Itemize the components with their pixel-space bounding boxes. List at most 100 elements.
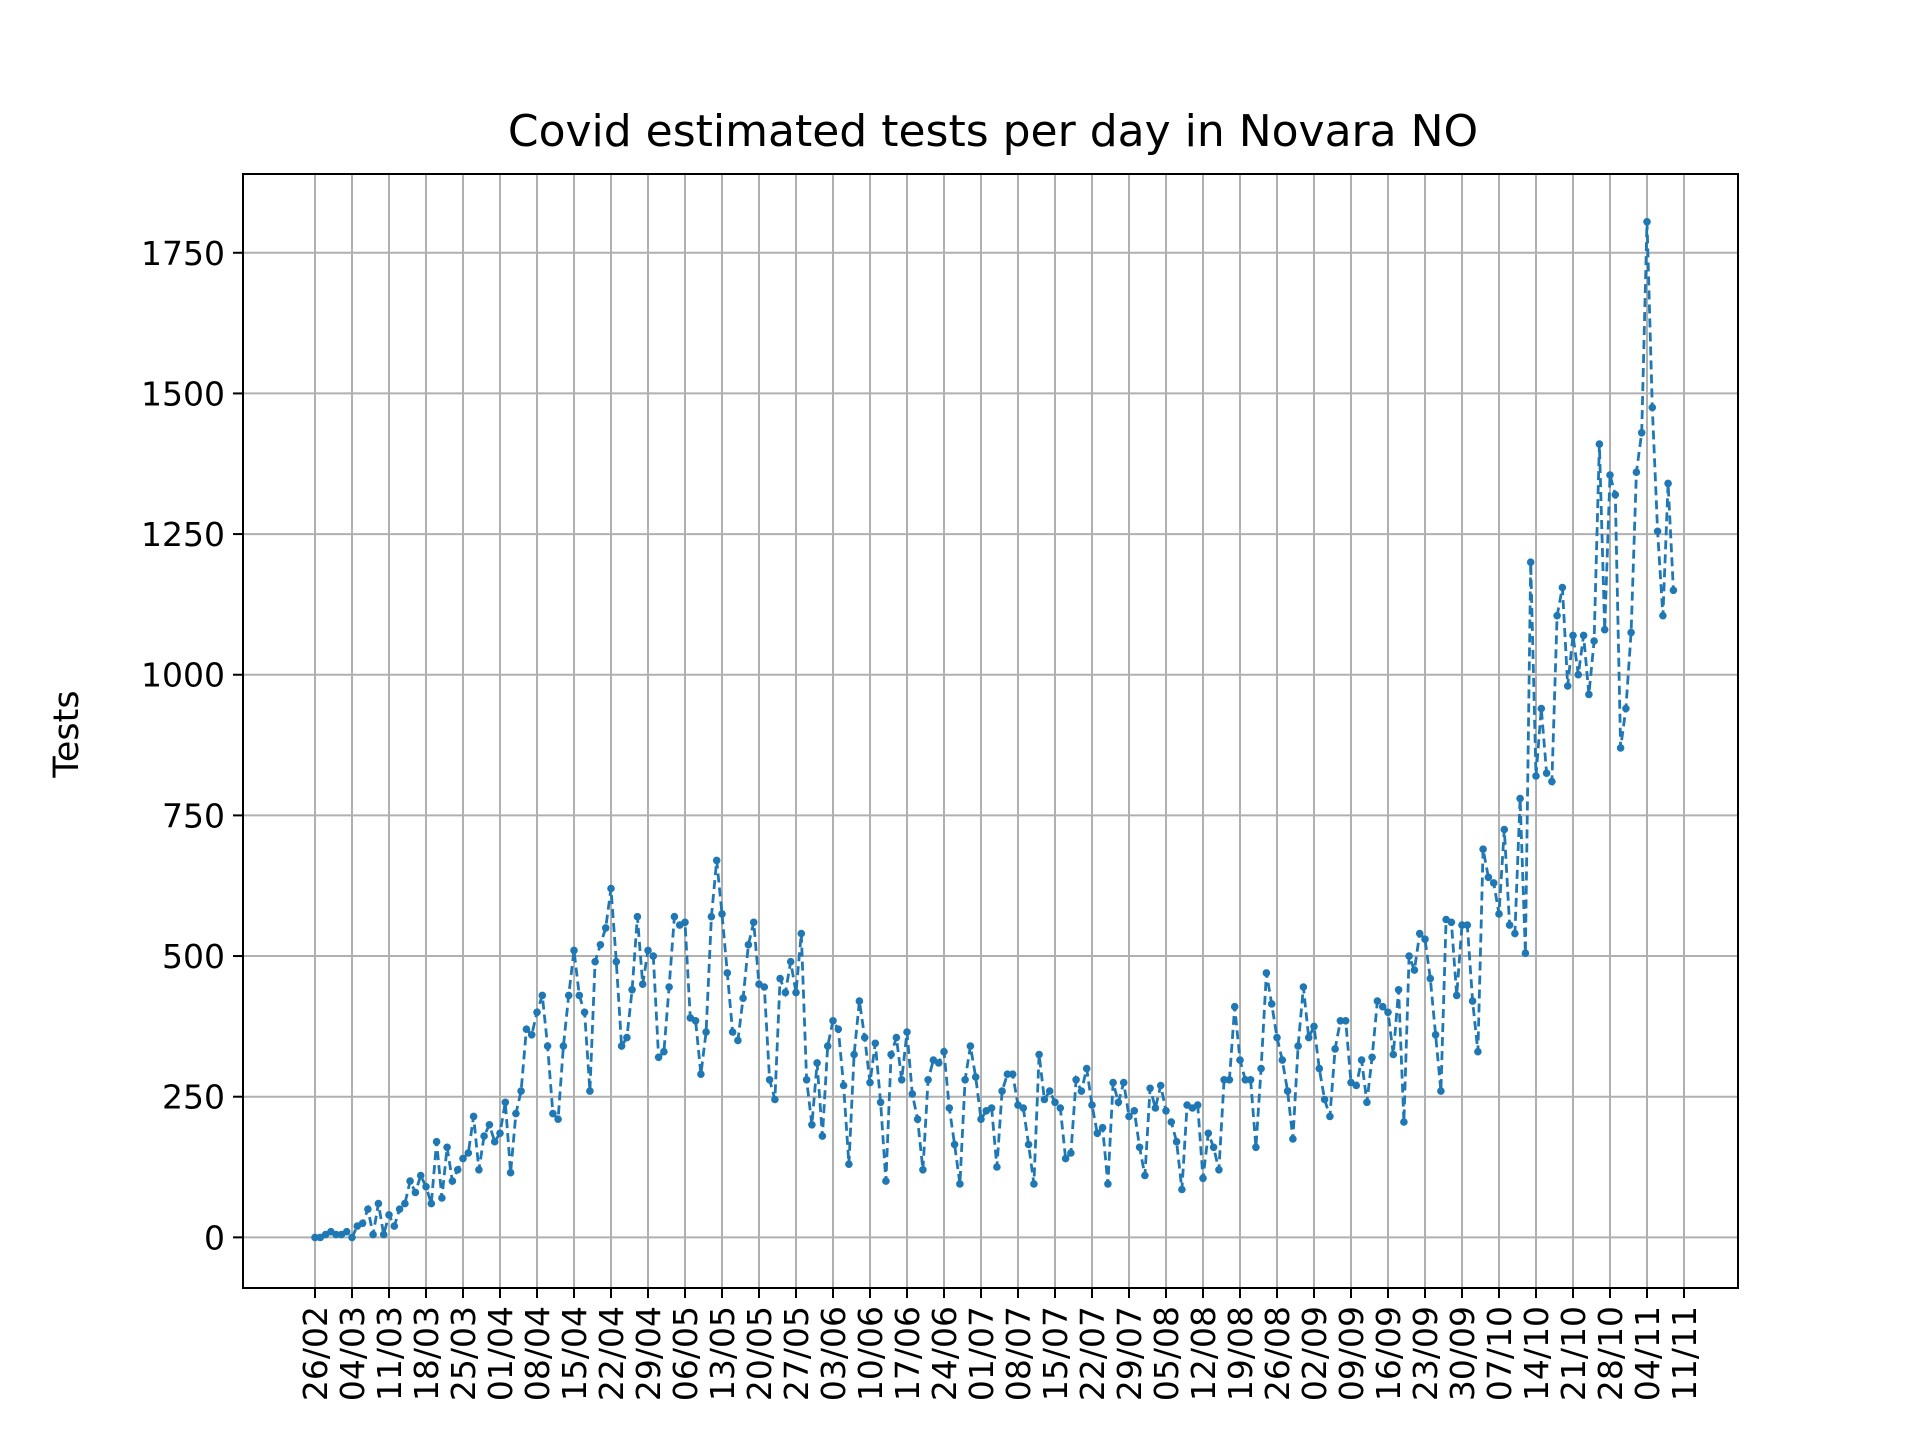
data-point [1199,1174,1207,1183]
y-tick-label: 500 [162,937,225,976]
data-point [649,952,658,960]
data-point [1130,1107,1139,1115]
data-point [1241,1076,1250,1084]
data-point [1162,1107,1170,1115]
data-point [1479,845,1487,853]
data-point [580,1008,589,1017]
data-point [1447,918,1456,927]
data-point [966,1042,975,1050]
data-point [1299,983,1308,991]
x-tick-label: 13/05 [703,1306,742,1401]
data-point [1304,1033,1313,1042]
x-tick-label: 08/07 [999,1306,1038,1401]
data-point [1172,1137,1181,1146]
data-point [850,1050,858,1059]
x-tick-label: 27/05 [777,1306,816,1401]
data-point [485,1121,494,1129]
data-point [1178,1185,1186,1194]
data-point [1463,921,1472,929]
data-point [908,1090,917,1098]
x-tick-label: 17/06 [888,1306,927,1401]
x-tick-label: 12/08 [1184,1306,1223,1401]
data-point [1093,1129,1102,1138]
data-point [971,1073,980,1081]
data-point [559,1042,568,1050]
data-point [654,1053,663,1062]
x-tick-label: 10/06 [851,1306,890,1401]
data-point [813,1059,821,1067]
data-point [1468,997,1477,1005]
data-point [612,957,621,966]
data-point [564,991,573,1000]
data-point [1209,1143,1218,1152]
data-point [395,1205,404,1213]
data-point [1045,1087,1054,1095]
data-point [1516,794,1524,803]
data-point [665,983,673,991]
data-point [1072,1076,1080,1084]
data-point [453,1166,462,1174]
x-tick-label: 03/06 [814,1306,853,1401]
data-point [956,1180,964,1188]
x-tick-label: 05/08 [1147,1306,1186,1401]
data-point [1632,468,1641,477]
data-point [1664,479,1672,488]
data-point [464,1149,473,1157]
data-point [1659,611,1667,620]
data-point [1352,1081,1361,1090]
data-point [660,1047,668,1056]
data-point [1458,921,1466,929]
data-point [591,957,599,966]
data-point [1230,1002,1239,1011]
data-point [475,1166,483,1174]
data-point [718,910,726,918]
data-point [940,1047,948,1056]
data-point [697,1070,705,1078]
data-point [1637,429,1646,437]
data-point [1204,1129,1213,1138]
data-point [1410,966,1419,974]
data-point [1500,825,1509,834]
data-point [1315,1064,1324,1073]
data-point [422,1182,430,1191]
data-point [1056,1104,1065,1112]
data-point [1067,1149,1075,1157]
data-point [1035,1050,1043,1059]
data-point [533,1008,541,1017]
data-point [802,1076,811,1084]
data-point [1363,1098,1371,1107]
data-point [1273,1033,1281,1042]
data-point [924,1076,932,1084]
data-point [1119,1078,1128,1087]
data-point [1400,1118,1408,1126]
data-point [379,1230,388,1239]
data-point [1215,1166,1223,1174]
data-point [1098,1123,1107,1132]
data-point [364,1205,372,1213]
data-point [1421,935,1429,943]
data-point [1394,986,1403,994]
data-point [771,1095,779,1104]
x-tick-label: 04/11 [1628,1306,1667,1401]
data-point [760,983,769,991]
data-point [1135,1143,1144,1152]
data-point [744,941,753,949]
data-point [1548,777,1556,786]
data-point [506,1168,515,1177]
x-tick-label: 25/03 [444,1306,483,1401]
data-point [1008,1070,1017,1078]
plot-frame [242,173,1739,1289]
y-tick-label: 750 [162,796,225,835]
data-point [1526,558,1535,566]
data-point [1151,1104,1160,1112]
data-point [707,912,716,921]
grid [243,174,1738,1288]
data-point [1373,997,1382,1005]
x-tick-label: 30/09 [1443,1306,1482,1401]
data-point [311,1233,319,1242]
data-point [348,1233,356,1242]
data-point [633,912,642,921]
x-tick-label: 21/10 [1554,1306,1593,1401]
data-point [1267,1000,1276,1008]
data-point [1283,1087,1292,1095]
